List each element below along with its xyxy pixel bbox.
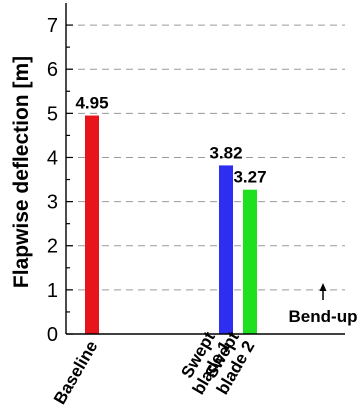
bar-1 (219, 165, 233, 334)
y-tick-label-3: 3 (47, 192, 58, 214)
y-tick-label-1: 1 (47, 280, 58, 302)
bar-2 (243, 189, 257, 334)
y-tick-label-6: 6 (47, 59, 58, 81)
data-label-0: 4.95 (75, 94, 108, 113)
category-label-0: Baseline (50, 338, 101, 408)
axes (65, 3, 345, 335)
y-tick-label-0: 0 (47, 324, 58, 346)
bar-0 (85, 115, 99, 334)
y-tick-label-5: 5 (47, 103, 58, 125)
y-axis-label: Flapwise deflection [m] (10, 56, 33, 288)
y-tick-label-7: 7 (47, 15, 58, 37)
category-label-0-line-0: Baseline (50, 338, 101, 408)
bend-up-annotation: Bend-up (289, 307, 357, 326)
data-label-2: 3.27 (233, 168, 266, 187)
data-label-1: 3.82 (209, 143, 242, 162)
bend-up-arrow-icon (319, 283, 327, 291)
y-tick-label-4: 4 (47, 147, 58, 169)
bars (85, 115, 257, 334)
y-tick-label-2: 2 (47, 236, 58, 258)
grid-lines (66, 24, 345, 291)
